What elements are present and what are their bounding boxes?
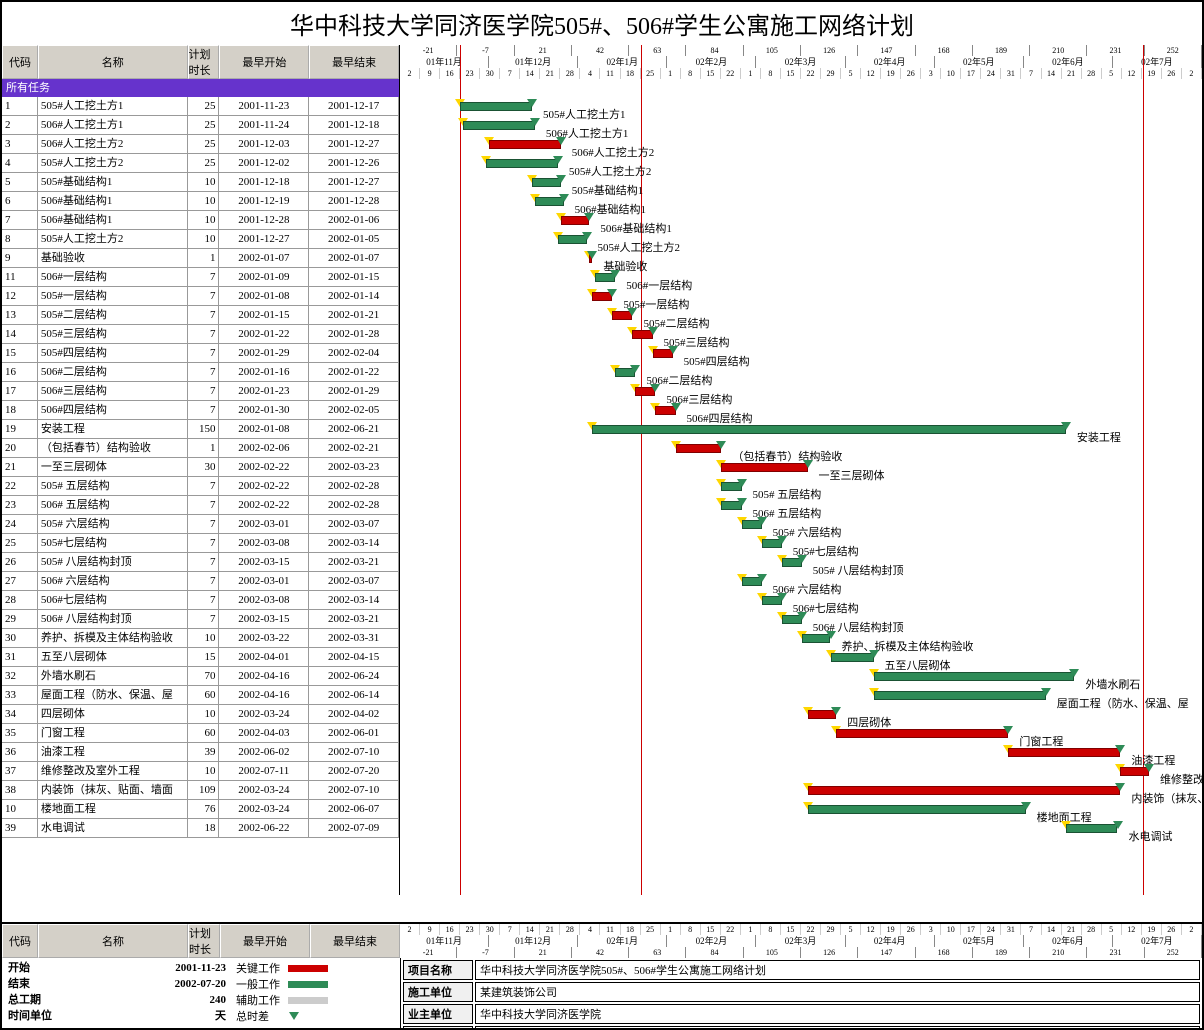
table-row[interactable]: 1505#人工挖土方1252001-11-232001-12-17 [2, 97, 399, 116]
table-row[interactable]: 21一至三层砌体302002-02-222002-03-23 [2, 458, 399, 477]
table-row[interactable]: 14505#三层结构72002-01-222002-01-28 [2, 325, 399, 344]
table-row[interactable]: 4505#人工挖土方2252001-12-022001-12-26 [2, 154, 399, 173]
table-row[interactable]: 27506# 六层结构72002-03-012002-03-07 [2, 572, 399, 591]
table-row[interactable]: 8505#人工挖土方2102001-12-272002-01-05 [2, 230, 399, 249]
gantt-bar[interactable]: 油漆工程 [1008, 748, 1120, 757]
table-row[interactable]: 25505#七层结构72002-03-082002-03-14 [2, 534, 399, 553]
footer-header-dur: 计划时长 [188, 924, 220, 958]
footer: 代码 名称 计划时长 最早开始 最早结束 2916233071421284111… [2, 922, 1202, 1028]
gantt-container: 华中科技大学同济医学院505#、506#学生公寓施工网络计划 代码 名称 计划时… [0, 0, 1204, 1030]
timeline-header: -21-721426384105126147168189210231252 01… [400, 45, 1202, 79]
table-row[interactable]: 38内装饰（抹灰、贴面、墙面1092002-03-242002-07-10 [2, 781, 399, 800]
gantt-bar[interactable]: 屋面工程（防水、保温、屋 [874, 691, 1046, 700]
task-table: 代码 名称 计划时长 最早开始 最早结束 所有任务 1505#人工挖土方1252… [2, 45, 400, 895]
gantt-bar[interactable]: 506#人工挖土方1 [463, 121, 535, 130]
table-row[interactable]: 11506#一层结构72002-01-092002-01-15 [2, 268, 399, 287]
table-row[interactable]: 23506# 五层结构72002-02-222002-02-28 [2, 496, 399, 515]
gantt-bar[interactable]: 五至八层砌体 [831, 653, 874, 662]
gantt-chart[interactable]: -21-721426384105126147168189210231252 01… [400, 45, 1202, 895]
table-row[interactable]: 17506#三层结构72002-01-232002-01-29 [2, 382, 399, 401]
legend-types: 关键工作 一般工作 辅助工作 总时差 [232, 958, 400, 1028]
gantt-bars: 505#人工挖土方1 506#人工挖土方1 506#人工挖土方2 505#人工挖土方2… [400, 97, 1202, 895]
table-row[interactable]: 12505#一层结构72002-01-082002-01-14 [2, 287, 399, 306]
table-row[interactable]: 5505#基础结构1102001-12-182001-12-27 [2, 173, 399, 192]
table-row[interactable]: 13505#二层结构72002-01-152002-01-21 [2, 306, 399, 325]
footer-header-start: 最早开始 [220, 924, 310, 958]
table-row[interactable]: 29506# 八层结构封顶72002-03-152002-03-21 [2, 610, 399, 629]
table-row[interactable]: 9基础验收12002-01-072002-01-07 [2, 249, 399, 268]
table-row[interactable]: 30养护、拆模及主体结构验收102002-03-222002-03-31 [2, 629, 399, 648]
page-title: 华中科技大学同济医学院505#、506#学生公寓施工网络计划 [2, 2, 1202, 45]
gantt-bar[interactable]: 外墙水刷石 [874, 672, 1075, 681]
gantt-bar[interactable]: 门窗工程 [836, 729, 1008, 738]
gantt-bar[interactable]: 505#人工挖土方1 [460, 102, 532, 111]
footer-header-id: 代码 [2, 924, 38, 958]
table-row[interactable]: 35门窗工程602002-04-032002-06-01 [2, 724, 399, 743]
table-row[interactable]: 2506#人工挖土方1252001-11-242001-12-18 [2, 116, 399, 135]
table-row[interactable]: 19安装工程1502002-01-082002-06-21 [2, 420, 399, 439]
table-row[interactable]: 6506#基础结构1102001-12-192001-12-28 [2, 192, 399, 211]
table-row[interactable]: 34四层砌体102002-03-242002-04-02 [2, 705, 399, 724]
table-row[interactable]: 10楼地面工程762002-03-242002-06-07 [2, 800, 399, 819]
table-row[interactable]: 22505# 五层结构72002-02-222002-02-28 [2, 477, 399, 496]
gantt-bar[interactable]: 楼地面工程 [808, 805, 1026, 814]
table-row[interactable]: 33屋面工程（防水、保温、屋602002-04-162002-06-14 [2, 686, 399, 705]
task-rows: 1505#人工挖土方1252001-11-232001-12-172506#人工… [2, 97, 399, 838]
gantt-bar[interactable]: 安装工程 [592, 425, 1066, 434]
table-row[interactable]: 26505# 八层结构封顶72002-03-152002-03-21 [2, 553, 399, 572]
footer-header-name: 名称 [38, 924, 188, 958]
legend-dates: 开始2001-11-23 结束2002-07-20 总工期240 时间单位天 [2, 958, 232, 1028]
footer-header-end: 最早结束 [310, 924, 400, 958]
header-name[interactable]: 名称 [38, 45, 188, 79]
header-end[interactable]: 最早结束 [309, 45, 399, 79]
legend: 开始2001-11-23 结束2002-07-20 总工期240 时间单位天 关… [2, 958, 1202, 1028]
table-row[interactable]: 3506#人工挖土方2252001-12-032001-12-27 [2, 135, 399, 154]
table-row[interactable]: 15505#四层结构72002-01-292002-02-04 [2, 344, 399, 363]
gantt-bar[interactable]: 506#人工挖土方2 [489, 140, 561, 149]
table-row[interactable]: 20（包括春节）结构验收12002-02-062002-02-21 [2, 439, 399, 458]
header-duration[interactable]: 计划时长 [188, 45, 220, 79]
gantt-bar[interactable]: 水电调试 [1066, 824, 1118, 833]
table-row[interactable]: 18506#四层结构72002-01-302002-02-05 [2, 401, 399, 420]
table-row[interactable]: 39水电调试182002-06-222002-07-09 [2, 819, 399, 838]
table-headers: 代码 名称 计划时长 最早开始 最早结束 [2, 45, 399, 79]
header-id[interactable]: 代码 [2, 45, 38, 79]
table-row[interactable]: 28506#七层结构72002-03-082002-03-14 [2, 591, 399, 610]
table-row[interactable]: 31五至八层砌体152002-04-012002-04-15 [2, 648, 399, 667]
table-row[interactable]: 16506#二层结构72002-01-162002-01-22 [2, 363, 399, 382]
all-tasks-row[interactable]: 所有任务 [2, 79, 399, 97]
header-start[interactable]: 最早开始 [219, 45, 309, 79]
main-area: 代码 名称 计划时长 最早开始 最早结束 所有任务 1505#人工挖土方1252… [2, 45, 1202, 895]
table-row[interactable]: 36油漆工程392002-06-022002-07-10 [2, 743, 399, 762]
gantt-bar[interactable]: 一至三层砌体 [721, 463, 807, 472]
table-row[interactable]: 7506#基础结构1102001-12-282002-01-06 [2, 211, 399, 230]
gantt-bar[interactable]: （包括春节）结构验收 [676, 444, 722, 453]
gantt-bar[interactable]: 505#人工挖土方2 [486, 159, 558, 168]
table-row[interactable]: 37维修整改及室外工程102002-07-112002-07-20 [2, 762, 399, 781]
table-row[interactable]: 24505# 六层结构72002-03-012002-03-07 [2, 515, 399, 534]
table-row[interactable]: 32外墙水刷石702002-04-162002-06-24 [2, 667, 399, 686]
project-info: 项目名称华中科技大学同济医学院505#、506#学生公寓施工网络计划 施工单位某… [400, 958, 1202, 1028]
gantt-bar[interactable]: 内装饰（抹灰、贴面、墙面 [808, 786, 1121, 795]
